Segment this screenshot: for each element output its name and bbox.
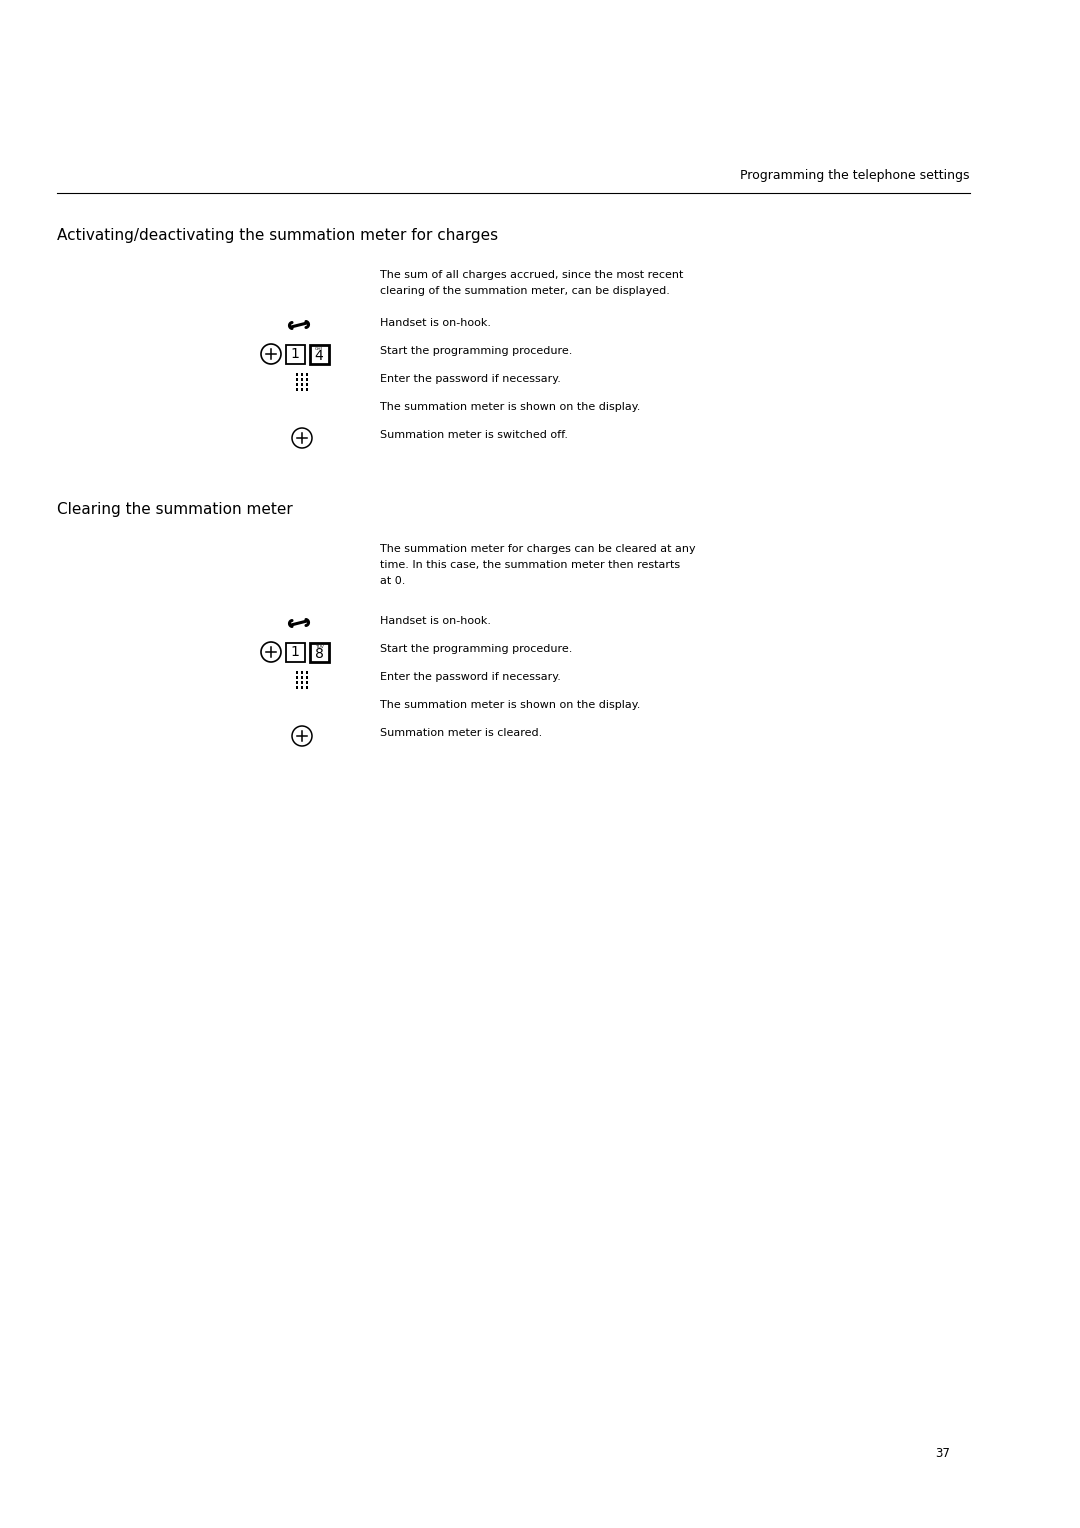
Text: Enter the password if necessary.: Enter the password if necessary.: [380, 374, 561, 384]
Text: Programming the telephone settings: Programming the telephone settings: [741, 170, 970, 182]
Text: The summation meter is shown on the display.: The summation meter is shown on the disp…: [380, 402, 640, 413]
FancyBboxPatch shape: [300, 388, 303, 391]
FancyBboxPatch shape: [296, 377, 298, 380]
Text: The summation meter is shown on the display.: The summation meter is shown on the disp…: [380, 700, 640, 711]
Text: The summation meter for charges can be cleared at any: The summation meter for charges can be c…: [380, 544, 696, 555]
FancyBboxPatch shape: [300, 675, 303, 678]
FancyBboxPatch shape: [296, 671, 298, 674]
FancyBboxPatch shape: [300, 686, 303, 689]
FancyBboxPatch shape: [300, 384, 303, 387]
FancyBboxPatch shape: [296, 681, 298, 685]
FancyBboxPatch shape: [306, 373, 309, 376]
Text: clearing of the summation meter, can be displayed.: clearing of the summation meter, can be …: [380, 286, 670, 296]
FancyBboxPatch shape: [306, 686, 309, 689]
Text: 1: 1: [291, 347, 299, 361]
Text: TUV: TUV: [314, 645, 323, 648]
Text: Handset is on-hook.: Handset is on-hook.: [380, 318, 491, 329]
FancyBboxPatch shape: [300, 373, 303, 376]
Text: 8: 8: [314, 646, 323, 660]
FancyBboxPatch shape: [296, 373, 298, 376]
Text: Clearing the summation meter: Clearing the summation meter: [57, 503, 293, 516]
FancyBboxPatch shape: [300, 377, 303, 380]
Text: time. In this case, the summation meter then restarts: time. In this case, the summation meter …: [380, 559, 680, 570]
Text: Enter the password if necessary.: Enter the password if necessary.: [380, 672, 561, 681]
Text: Start the programming procedure.: Start the programming procedure.: [380, 345, 572, 356]
FancyBboxPatch shape: [310, 344, 328, 364]
FancyBboxPatch shape: [300, 681, 303, 685]
FancyBboxPatch shape: [296, 686, 298, 689]
Text: The sum of all charges accrued, since the most recent: The sum of all charges accrued, since th…: [380, 270, 684, 280]
FancyBboxPatch shape: [296, 384, 298, 387]
FancyBboxPatch shape: [306, 671, 309, 674]
Text: 37: 37: [935, 1447, 950, 1459]
Text: 4: 4: [314, 348, 323, 362]
Text: at 0.: at 0.: [380, 576, 405, 587]
FancyBboxPatch shape: [306, 388, 309, 391]
FancyBboxPatch shape: [306, 675, 309, 678]
Text: Activating/deactivating the summation meter for charges: Activating/deactivating the summation me…: [57, 228, 498, 243]
Text: Handset is on-hook.: Handset is on-hook.: [380, 616, 491, 626]
FancyBboxPatch shape: [300, 671, 303, 674]
FancyBboxPatch shape: [306, 384, 309, 387]
FancyBboxPatch shape: [310, 642, 328, 662]
FancyBboxPatch shape: [285, 344, 305, 364]
Text: Summation meter is switched off.: Summation meter is switched off.: [380, 429, 568, 440]
FancyBboxPatch shape: [296, 388, 298, 391]
Text: Summation meter is cleared.: Summation meter is cleared.: [380, 727, 542, 738]
FancyBboxPatch shape: [306, 681, 309, 685]
FancyBboxPatch shape: [296, 675, 298, 678]
Text: 1: 1: [291, 645, 299, 659]
Text: Start the programming procedure.: Start the programming procedure.: [380, 643, 572, 654]
Text: GHI: GHI: [315, 347, 323, 350]
FancyBboxPatch shape: [285, 642, 305, 662]
FancyBboxPatch shape: [306, 377, 309, 380]
